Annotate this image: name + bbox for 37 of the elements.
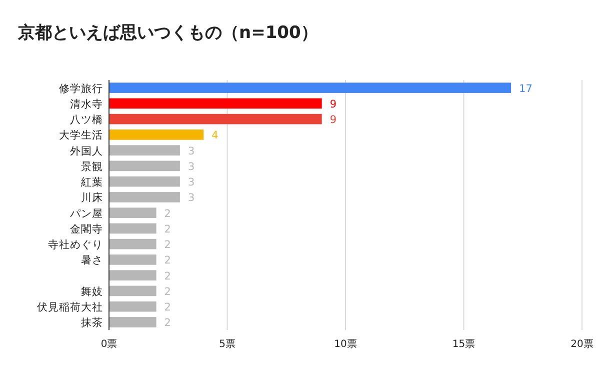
category: 修学旅行	[59, 82, 103, 95]
category: 抹茶	[81, 317, 103, 330]
data-label: 9	[330, 98, 337, 110]
xtick: 15票	[452, 339, 476, 350]
data-label: 2	[164, 254, 171, 267]
data-label: 9	[330, 114, 337, 126]
category: 暑さ	[81, 254, 103, 267]
data-label: 3	[188, 192, 195, 204]
xtick: 20票	[570, 339, 594, 350]
data-label: 2	[164, 239, 171, 252]
category: 大学生活	[59, 130, 103, 142]
data-label: 2	[164, 317, 171, 330]
category: 伏見稲荷大社	[37, 302, 103, 314]
data-label: 3	[188, 145, 195, 158]
category: 清水寺	[70, 98, 103, 110]
data-label: 2	[164, 286, 171, 298]
category: パン屋	[70, 208, 103, 220]
xtick: 10票	[334, 339, 357, 350]
title: 京都といえば思いつくもの（n=100）	[18, 23, 318, 43]
data-label: 3	[188, 160, 195, 173]
category: 八ツ橋	[70, 114, 103, 126]
category: 景観	[81, 160, 103, 173]
data-label: 2	[164, 208, 171, 220]
category: 紅葉	[81, 176, 103, 189]
data-label: 4	[212, 130, 218, 142]
data-label: 2	[164, 270, 171, 282]
category: 舞妓	[81, 286, 103, 298]
data-label: 17	[519, 82, 532, 95]
category: 川床	[81, 192, 103, 204]
xtick: 0票	[100, 339, 118, 350]
data-label: 2	[164, 223, 171, 236]
category: 金閣寺	[70, 223, 103, 236]
data-label: 2	[164, 302, 171, 314]
category: 寺社めぐり	[48, 239, 103, 252]
category: 外国人	[70, 145, 103, 158]
xtick: 5票	[219, 339, 236, 350]
data-label: 3	[188, 176, 195, 189]
